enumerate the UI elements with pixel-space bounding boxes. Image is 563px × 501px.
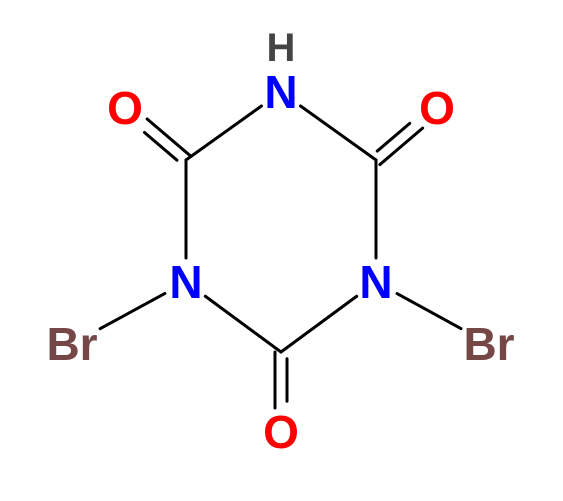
- atom-label-n5: N: [169, 256, 202, 308]
- bond-line: [100, 293, 165, 328]
- bond-line: [380, 128, 423, 164]
- bond-line: [147, 119, 190, 155]
- bond-line: [145, 133, 177, 161]
- atom-label-o2: O: [419, 82, 455, 134]
- atom-label-o6: O: [107, 82, 143, 134]
- bond-line: [377, 123, 409, 151]
- atom-label-n3: N: [359, 256, 392, 308]
- atom-label-o4: O: [263, 406, 299, 458]
- atom-label-h1: H: [267, 26, 296, 70]
- bond-line: [281, 296, 357, 352]
- bond-line: [186, 106, 261, 160]
- bond-line: [397, 294, 461, 329]
- atom-label-n1: N: [264, 66, 297, 118]
- atom-label-br3: Br: [463, 318, 514, 370]
- molecule-diagram: NHONBrONBrO: [0, 0, 563, 501]
- bond-line: [301, 106, 376, 160]
- bond-line: [205, 296, 281, 352]
- atom-label-br5: Br: [46, 318, 97, 370]
